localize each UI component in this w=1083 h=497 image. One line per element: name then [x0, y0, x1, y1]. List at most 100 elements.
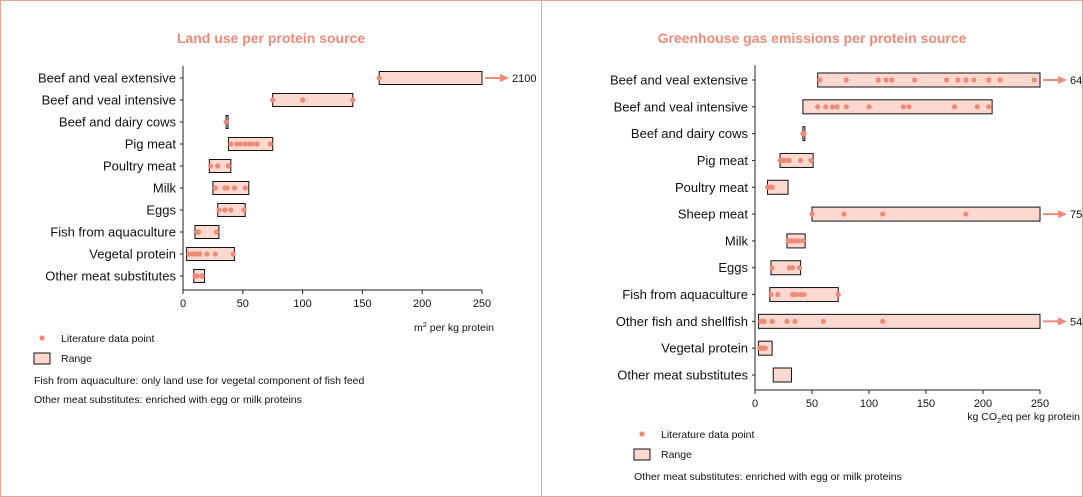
- x-axis-label-base: m: [414, 322, 423, 334]
- data-point: [795, 238, 801, 244]
- data-point: [792, 318, 798, 324]
- chart-title: Greenhouse gas emissions per protein sou…: [658, 30, 967, 46]
- data-point: [207, 163, 214, 169]
- legend-point-label: Literature data point: [661, 429, 754, 441]
- x-tick-label: 250: [1031, 398, 1049, 410]
- x-tick-label: 150: [917, 398, 935, 410]
- overflow-value: 750: [1070, 209, 1082, 221]
- legend-point-label: Literature data point: [61, 333, 154, 345]
- overflow-arrowhead: [1058, 317, 1067, 326]
- data-point: [769, 265, 775, 271]
- x-tick-label: 100: [293, 298, 311, 310]
- data-point: [249, 141, 255, 147]
- data-point: [943, 77, 950, 83]
- data-point: [212, 251, 218, 257]
- data-point: [300, 97, 306, 103]
- data-point: [880, 211, 886, 217]
- range-bar: [757, 313, 1041, 329]
- data-point: [768, 291, 774, 298]
- data-point: [761, 318, 767, 324]
- category-label: Fish from aquaculture: [50, 225, 176, 240]
- data-point: [829, 104, 836, 110]
- x-tick-label: 150: [353, 298, 371, 310]
- category-label: Milk: [153, 181, 177, 196]
- ghg-emissions-panel: Greenhouse gas emissions per protein sou…: [541, 0, 1083, 497]
- land-use-chart: Land use per protein source 0 50 100 150 200 2…: [33, 30, 536, 406]
- data-point: [834, 104, 840, 110]
- x-tick-label: 0: [180, 298, 186, 310]
- data-point: [242, 141, 248, 147]
- overflow-arrowhead: [1058, 76, 1067, 84]
- data-point: [971, 77, 977, 83]
- legend-range-marker: [633, 448, 651, 461]
- category-label: Beef and veal intensive: [42, 93, 176, 108]
- legend-point-marker: [39, 335, 45, 341]
- x-tick-label: 200: [413, 298, 431, 310]
- data-point: [197, 251, 203, 257]
- range-bar: [802, 99, 993, 115]
- data-point: [997, 77, 1003, 83]
- data-point: [784, 318, 790, 324]
- data-point: [216, 207, 222, 213]
- range-bar: [770, 260, 802, 276]
- data-point: [228, 141, 234, 147]
- data-point: [963, 211, 969, 217]
- data-point: [241, 207, 247, 213]
- data-point: [224, 185, 230, 191]
- x-axis-label: kg CO2eq per kg protein: [967, 411, 1080, 425]
- category-label: Beef and veal extensive: [610, 73, 748, 88]
- data-point: [194, 273, 200, 279]
- footnote: Fish from aquaculture: only land use for…: [34, 375, 365, 387]
- legend-point-marker: [639, 431, 645, 437]
- data-point: [815, 104, 821, 110]
- data-point: [350, 97, 356, 103]
- data-point: [875, 77, 881, 83]
- category-label: Other meat substitutes: [45, 269, 176, 284]
- data-point: [883, 77, 889, 83]
- land-use-panel: Land use per protein source 0 50 100 150 200 2…: [0, 0, 542, 497]
- category-label: Pig meat: [697, 153, 749, 168]
- legend-range-label: Range: [661, 449, 692, 461]
- category-label: Poultry meat: [675, 180, 748, 195]
- x-tick-label: 50: [806, 398, 818, 410]
- data-point: [880, 318, 886, 324]
- data-point: [225, 163, 232, 169]
- data-point: [223, 119, 229, 125]
- data-point: [215, 163, 221, 169]
- category-label: Fish from aquaculture: [622, 287, 748, 302]
- category-label: Vegetal protein: [89, 247, 176, 262]
- data-point: [762, 345, 768, 351]
- data-point: [254, 141, 260, 147]
- overflow-value: 540: [1070, 316, 1082, 328]
- data-point: [199, 273, 205, 279]
- data-point: [790, 265, 796, 271]
- data-point: [769, 318, 775, 324]
- category-label: Eggs: [718, 260, 748, 275]
- data-point: [212, 185, 218, 191]
- data-point: [963, 77, 969, 83]
- data-point: [800, 238, 806, 244]
- data-point: [796, 265, 803, 271]
- data-point: [835, 291, 841, 298]
- data-point: [1031, 77, 1037, 83]
- category-label: Eggs: [146, 203, 176, 218]
- data-point: [986, 104, 992, 110]
- x-tick-label: 0: [752, 398, 758, 410]
- x-axis-label-script: 2: [423, 320, 427, 329]
- data-point: [866, 104, 872, 110]
- category-label: Vegetal protein: [661, 341, 748, 356]
- data-point: [843, 104, 849, 110]
- chart-title: Land use per protein source: [177, 30, 365, 46]
- category-label: Beef and veal intensive: [614, 99, 748, 114]
- data-point: [267, 141, 273, 147]
- overflow-value: 640: [1070, 75, 1082, 87]
- data-point: [817, 77, 823, 83]
- category-label: Other fish and shellfish: [616, 314, 748, 329]
- data-point: [231, 185, 238, 191]
- category-label: Beef and dairy cows: [631, 126, 749, 141]
- x-axis-label-base: kg CO: [967, 411, 997, 423]
- x-tick-label: 250: [473, 298, 491, 310]
- data-point: [186, 251, 192, 257]
- category-label: Sheep meat: [678, 207, 748, 222]
- data-point: [798, 157, 804, 164]
